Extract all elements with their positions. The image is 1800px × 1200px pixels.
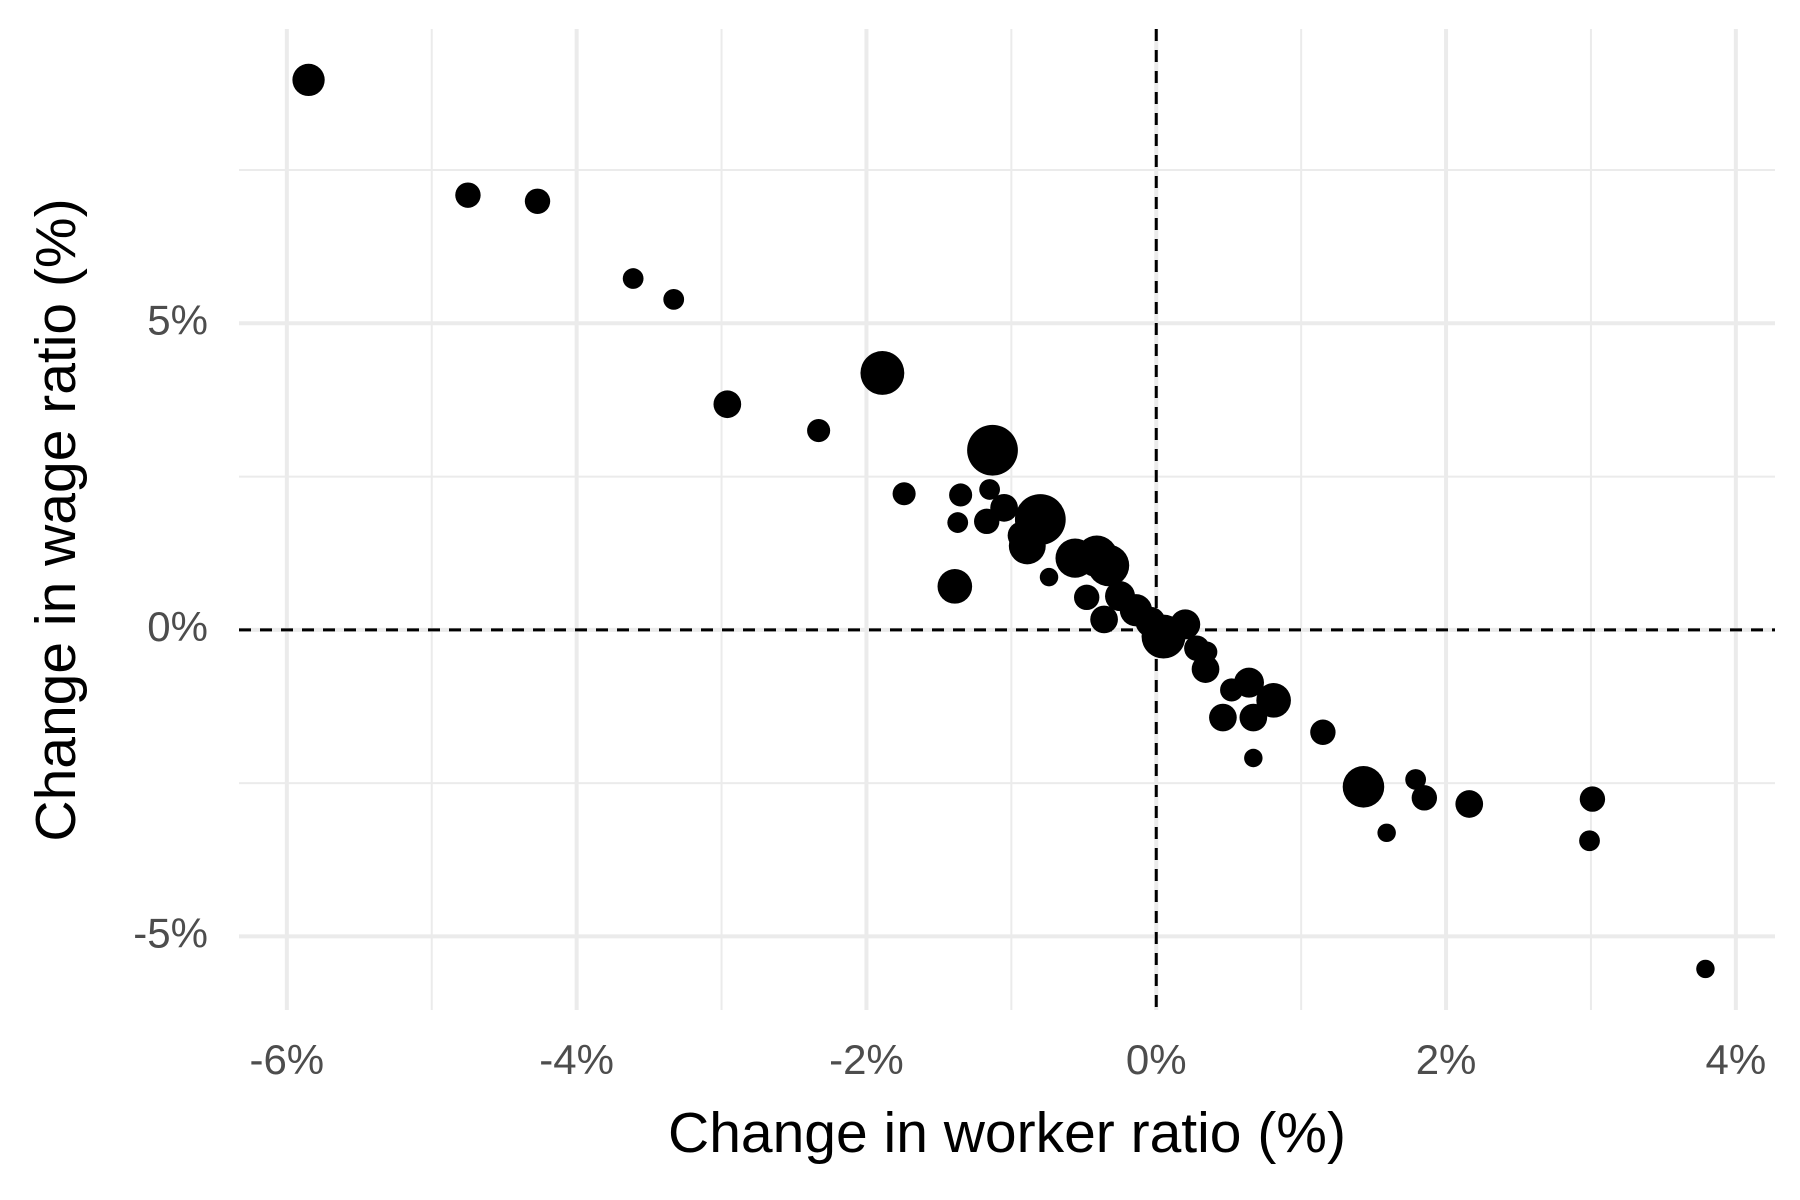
point xyxy=(1579,786,1606,812)
point xyxy=(1244,748,1263,768)
point xyxy=(1455,790,1484,818)
point xyxy=(713,390,742,419)
point xyxy=(1074,584,1100,611)
y-tick-label: 5% xyxy=(147,296,208,343)
point xyxy=(1233,667,1264,698)
point xyxy=(860,351,905,395)
point xyxy=(1377,823,1396,843)
y-tick-label: -5% xyxy=(133,910,208,957)
point xyxy=(967,424,1018,476)
point xyxy=(1170,609,1201,640)
point xyxy=(1310,719,1336,745)
y-tick-label: 0% xyxy=(147,603,208,650)
point xyxy=(1196,641,1218,663)
point xyxy=(1256,683,1291,718)
point xyxy=(1191,655,1220,683)
point xyxy=(990,494,1018,522)
point xyxy=(807,419,831,443)
point xyxy=(892,482,916,506)
point xyxy=(292,63,325,97)
x-tick-label: -6% xyxy=(249,1036,324,1083)
point xyxy=(937,569,973,604)
point xyxy=(455,182,481,208)
point xyxy=(1696,959,1715,979)
point xyxy=(1209,703,1237,732)
y-axis-title: Change in wage ratio (%) xyxy=(24,198,88,841)
point xyxy=(1039,567,1059,587)
point xyxy=(979,479,1000,500)
point xyxy=(663,289,685,310)
point xyxy=(1007,521,1036,550)
x-tick-label: 4% xyxy=(1706,1036,1767,1083)
point xyxy=(622,268,644,289)
point xyxy=(1342,766,1385,808)
point xyxy=(524,188,551,214)
x-tick-label: -2% xyxy=(829,1036,904,1083)
point xyxy=(949,483,973,507)
point xyxy=(1087,544,1130,587)
point xyxy=(1090,605,1118,634)
x-tick-label: 0% xyxy=(1126,1036,1187,1083)
point xyxy=(1579,830,1600,852)
x-tick-label: 2% xyxy=(1416,1036,1477,1083)
x-axis-title: Change in worker ratio (%) xyxy=(668,1101,1346,1165)
x-tick-label: -4% xyxy=(539,1036,614,1083)
point xyxy=(947,512,969,533)
point xyxy=(1239,703,1268,732)
point xyxy=(1411,785,1438,811)
point xyxy=(1405,769,1427,790)
